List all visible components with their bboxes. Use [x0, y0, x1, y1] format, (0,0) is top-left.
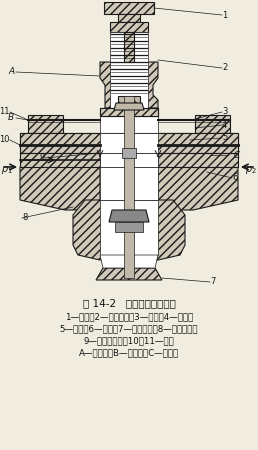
Text: $p_2$: $p_2$ — [245, 164, 257, 176]
Bar — [20, 133, 238, 153]
Polygon shape — [109, 210, 149, 222]
Text: A—上气室；B—中气室；C—下气室: A—上气室；B—中气室；C—下气室 — [79, 348, 179, 357]
Polygon shape — [20, 167, 100, 210]
Text: 9—固定节流孔；10、11—膜片: 9—固定节流孔；10、11—膜片 — [84, 336, 174, 345]
Bar — [110, 22, 148, 32]
Bar — [100, 153, 158, 167]
Bar — [115, 222, 143, 232]
Text: 1—旋鈕；2—调压弹簧；3—挡板；4—喀嘴；: 1—旋鈕；2—调压弹簧；3—挡板；4—喀嘴； — [65, 312, 193, 321]
Text: 1: 1 — [222, 10, 227, 19]
Text: 10: 10 — [0, 135, 10, 144]
Bar — [118, 96, 140, 104]
Bar — [20, 153, 100, 167]
Polygon shape — [100, 167, 158, 200]
Bar — [100, 108, 158, 153]
Polygon shape — [73, 200, 185, 260]
Bar — [20, 133, 100, 153]
Bar — [122, 148, 136, 158]
Bar — [100, 108, 158, 116]
Text: B: B — [8, 113, 14, 122]
Polygon shape — [100, 200, 158, 255]
Polygon shape — [158, 167, 238, 210]
Bar — [100, 133, 158, 153]
Bar — [124, 96, 134, 278]
Polygon shape — [100, 255, 158, 268]
Text: 4: 4 — [222, 121, 227, 130]
Bar — [118, 14, 140, 22]
Text: 9: 9 — [40, 153, 45, 162]
Text: 5: 5 — [222, 134, 227, 143]
Bar — [28, 115, 63, 133]
Text: 3: 3 — [222, 108, 227, 117]
Bar — [100, 108, 158, 116]
Text: 8: 8 — [22, 213, 27, 222]
Text: 7: 7 — [210, 278, 215, 287]
Bar — [104, 2, 154, 14]
Polygon shape — [114, 103, 144, 110]
Text: 6: 6 — [232, 174, 237, 183]
Text: 2: 2 — [222, 63, 227, 72]
Text: A: A — [8, 68, 14, 76]
Bar — [158, 153, 238, 167]
Text: 11: 11 — [0, 108, 10, 117]
Text: 图 14-2   内部先导式减压阀: 图 14-2 内部先导式减压阀 — [83, 298, 175, 308]
Text: C: C — [234, 150, 240, 159]
Polygon shape — [96, 268, 162, 280]
Text: 5—孔道；6—阀芯；7—排气阀口；8—进气阀口；: 5—孔道；6—阀芯；7—排气阀口；8—进气阀口； — [60, 324, 198, 333]
Polygon shape — [100, 32, 158, 108]
Bar — [158, 133, 238, 153]
Text: $p_1$: $p_1$ — [1, 164, 13, 176]
Bar — [195, 115, 230, 133]
Bar — [110, 32, 148, 108]
Bar — [124, 32, 134, 62]
